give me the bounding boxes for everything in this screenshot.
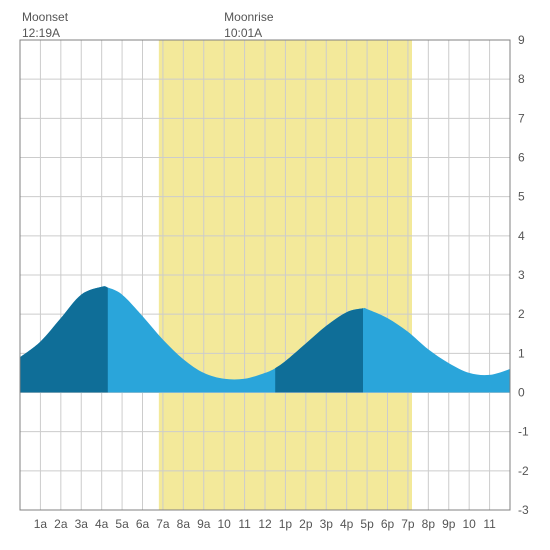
moonrise-title: Moonrise [224, 10, 273, 26]
svg-text:9a: 9a [197, 517, 211, 531]
svg-text:1p: 1p [279, 517, 293, 531]
svg-text:6a: 6a [136, 517, 150, 531]
svg-text:7: 7 [518, 111, 525, 125]
svg-text:5p: 5p [360, 517, 374, 531]
svg-text:4p: 4p [340, 517, 354, 531]
svg-text:-2: -2 [518, 464, 529, 478]
svg-text:8p: 8p [422, 517, 436, 531]
svg-text:3a: 3a [75, 517, 89, 531]
svg-text:4a: 4a [95, 517, 109, 531]
svg-text:8: 8 [518, 72, 525, 86]
tide-chart: Moonset 12:19A Moonrise 10:01A -3-2-1012… [10, 10, 540, 540]
moonset-title: Moonset [22, 10, 68, 26]
svg-text:5a: 5a [115, 517, 129, 531]
svg-text:10: 10 [217, 517, 231, 531]
svg-text:11: 11 [238, 517, 251, 531]
svg-text:-3: -3 [518, 503, 529, 517]
svg-text:9: 9 [518, 33, 525, 47]
svg-text:5: 5 [518, 190, 525, 204]
svg-text:0: 0 [518, 386, 525, 400]
svg-text:7p: 7p [401, 517, 415, 531]
svg-text:2p: 2p [299, 517, 313, 531]
svg-text:10: 10 [462, 517, 476, 531]
svg-text:6: 6 [518, 151, 525, 165]
moonrise-label: Moonrise 10:01A [224, 10, 273, 41]
svg-text:-1: -1 [518, 425, 529, 439]
svg-text:1: 1 [518, 346, 525, 360]
svg-text:3: 3 [518, 268, 525, 282]
svg-text:3p: 3p [320, 517, 334, 531]
svg-text:8a: 8a [177, 517, 191, 531]
moonrise-time: 10:01A [224, 26, 273, 42]
svg-text:11: 11 [483, 517, 496, 531]
svg-text:2: 2 [518, 307, 525, 321]
moonset-label: Moonset 12:19A [22, 10, 68, 41]
svg-text:6p: 6p [381, 517, 395, 531]
svg-text:9p: 9p [442, 517, 456, 531]
moonset-time: 12:19A [22, 26, 68, 42]
svg-text:2a: 2a [54, 517, 68, 531]
svg-text:12: 12 [258, 517, 272, 531]
svg-text:4: 4 [518, 229, 525, 243]
svg-text:1a: 1a [34, 517, 48, 531]
svg-text:7a: 7a [156, 517, 170, 531]
chart-svg: -3-2-101234567891a2a3a4a5a6a7a8a9a101112… [10, 10, 540, 540]
